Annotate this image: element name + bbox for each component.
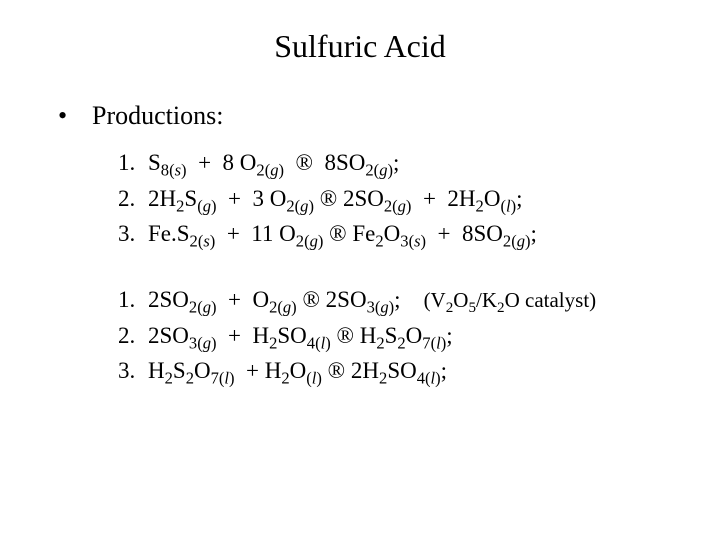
arrow-icon: ®: [296, 150, 313, 175]
bullet-productions: • Productions:: [40, 101, 680, 131]
bullet-label: Productions:: [92, 101, 223, 131]
list-number: 3.: [118, 353, 148, 389]
arrow-icon: ®: [320, 186, 337, 211]
equation-body: 2SO3(g) + H2SO4(l) ® H2S2O7(l);: [148, 318, 453, 354]
group-gap: [40, 252, 680, 282]
arrow-icon: ®: [302, 287, 319, 312]
equation-body: H2S2O7(l) + H2O(l) ® 2H2SO4(l);: [148, 353, 447, 389]
arrow-icon: ®: [336, 323, 353, 348]
equation-group-b: 1. 2SO2(g) + O2(g) ® 2SO3(g); (V2O5/K2O …: [40, 282, 680, 389]
list-number: 2.: [118, 318, 148, 354]
equation-group-a: 1. S8(s) + 8 O2(g) ® 8SO2(g); 2. 2H2S(g)…: [40, 145, 680, 252]
equation-a2: 2. 2H2S(g) + 3 O2(g) ® 2SO2(g) + 2H2O(l)…: [118, 181, 680, 217]
list-number: 3.: [118, 216, 148, 252]
list-number: 1.: [118, 145, 148, 181]
list-number: 2.: [118, 181, 148, 217]
equation-body: Fe.S2(s) + 11 O2(g) ® Fe2O3(s) + 8SO2(g)…: [148, 216, 537, 252]
equation-a1: 1. S8(s) + 8 O2(g) ® 8SO2(g);: [118, 145, 680, 181]
equation-b2: 2. 2SO3(g) + H2SO4(l) ® H2S2O7(l);: [118, 318, 680, 354]
page-title: Sulfuric Acid: [40, 28, 680, 65]
equation-body: 2SO2(g) + O2(g) ® 2SO3(g); (V2O5/K2O cat…: [148, 282, 596, 318]
arrow-icon: ®: [328, 358, 345, 383]
arrow-icon: ®: [329, 221, 346, 246]
equation-body: 2H2S(g) + 3 O2(g) ® 2SO2(g) + 2H2O(l);: [148, 181, 522, 217]
equation-b3: 3. H2S2O7(l) + H2O(l) ® 2H2SO4(l);: [118, 353, 680, 389]
slide: Sulfuric Acid • Productions: 1. S8(s) + …: [0, 0, 720, 540]
equation-b1: 1. 2SO2(g) + O2(g) ® 2SO3(g); (V2O5/K2O …: [118, 282, 680, 318]
bullet-marker: •: [58, 101, 92, 131]
equation-body: S8(s) + 8 O2(g) ® 8SO2(g);: [148, 145, 399, 181]
catalyst-note: (V2O5/K2O catalyst): [424, 288, 597, 312]
equation-a3: 3. Fe.S2(s) + 11 O2(g) ® Fe2O3(s) + 8SO2…: [118, 216, 680, 252]
list-number: 1.: [118, 282, 148, 318]
